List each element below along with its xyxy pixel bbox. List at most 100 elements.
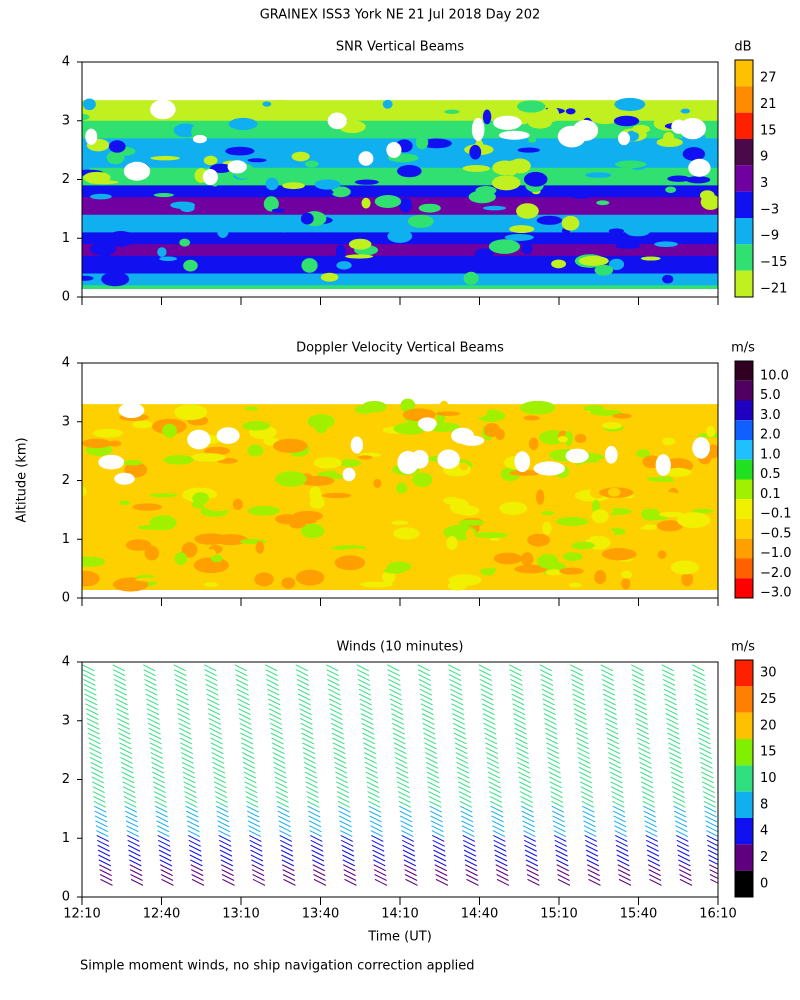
field-blob xyxy=(612,413,632,419)
field-blob xyxy=(562,552,583,561)
wind-barb xyxy=(84,693,97,701)
wind-barb xyxy=(173,664,186,672)
wind-barb xyxy=(117,722,130,730)
wind-barb xyxy=(359,693,372,701)
wind-barb xyxy=(516,757,530,764)
colorbar-unit: m/s xyxy=(731,640,755,655)
wind-barb xyxy=(160,869,173,877)
wind-barb xyxy=(185,810,199,818)
field-blob xyxy=(583,405,605,412)
wind-barb xyxy=(434,864,447,872)
wind-barb xyxy=(675,825,688,833)
panel-title: SNR Vertical Beams xyxy=(336,40,464,55)
wind-barb xyxy=(204,669,217,677)
wind-barb xyxy=(574,722,588,730)
wind-barb xyxy=(182,766,195,774)
wind-barb xyxy=(242,761,256,769)
field-blob xyxy=(691,508,714,514)
wind-barb xyxy=(91,771,104,779)
wind-barb xyxy=(214,786,227,794)
y-tick-label: 1 xyxy=(62,831,70,846)
wind-barb xyxy=(482,713,496,721)
field-blob xyxy=(509,469,541,476)
wind-barb xyxy=(671,776,684,784)
wind-barb xyxy=(702,786,715,794)
field-gap xyxy=(397,450,419,475)
wind-barb xyxy=(173,669,187,677)
field-blob xyxy=(504,234,534,241)
wind-barb xyxy=(453,732,467,740)
field-blob xyxy=(491,175,521,191)
wind-barb xyxy=(693,683,707,691)
wind-barb xyxy=(299,708,312,716)
field-blob xyxy=(591,509,609,524)
field-blob xyxy=(667,175,691,182)
wind-barb xyxy=(298,698,311,706)
wind-barb xyxy=(295,664,308,672)
wind-barb xyxy=(465,874,479,881)
wind-barb xyxy=(124,800,137,808)
field-blob xyxy=(307,414,335,429)
wind-barb xyxy=(178,727,192,735)
wind-barb xyxy=(513,713,526,721)
wind-barb xyxy=(176,693,189,701)
wind-barb xyxy=(300,727,314,735)
wind-barb xyxy=(206,688,219,696)
field-blob xyxy=(699,190,715,201)
wind-barb xyxy=(153,791,167,799)
wind-barb xyxy=(608,757,621,764)
wind-barb xyxy=(615,839,628,847)
wind-barb xyxy=(277,805,290,813)
wind-barb xyxy=(491,820,505,828)
wind-barb xyxy=(405,878,418,886)
field-blob xyxy=(634,504,660,510)
field-gap xyxy=(617,131,631,146)
wind-barb xyxy=(368,810,382,818)
wind-barb xyxy=(552,815,565,823)
y-tick-label: 3 xyxy=(62,414,70,429)
wind-barb xyxy=(327,683,341,691)
wind-barb xyxy=(251,864,264,872)
wind-barb xyxy=(582,815,596,823)
field-blob xyxy=(265,177,279,191)
field-blob xyxy=(122,460,143,466)
wind-barb xyxy=(516,752,529,760)
wind-barb xyxy=(307,800,320,808)
wind-barb xyxy=(298,703,312,711)
field-blob xyxy=(204,446,231,456)
wind-barb xyxy=(328,688,341,696)
wind-barb xyxy=(373,864,386,872)
wind-barb xyxy=(492,830,506,838)
wind-barb xyxy=(522,825,536,833)
wind-barb xyxy=(661,664,674,672)
field-blob xyxy=(107,440,122,447)
wind-barb xyxy=(584,839,598,847)
wind-barb xyxy=(509,669,522,677)
wind-barb xyxy=(89,747,102,755)
wind-barb xyxy=(541,683,554,691)
wind-barb xyxy=(211,747,224,755)
wind-barb xyxy=(452,713,465,721)
field-blob xyxy=(134,577,168,582)
wind-barb xyxy=(580,786,593,794)
wind-barb xyxy=(340,835,353,842)
colorbar-label: −0.1 xyxy=(760,507,792,522)
field-blob xyxy=(516,203,539,219)
wind-barb xyxy=(643,815,657,823)
wind-barb xyxy=(326,669,339,677)
field-gap xyxy=(150,99,176,120)
wind-barb xyxy=(419,683,432,691)
field-blob xyxy=(471,560,501,569)
wind-barb xyxy=(526,864,539,872)
wind-barb xyxy=(148,727,161,735)
wind-barb xyxy=(95,825,109,833)
wind-barb xyxy=(402,849,416,857)
wind-barb xyxy=(672,791,685,799)
wind-barb xyxy=(519,791,533,799)
field-gap xyxy=(327,112,347,130)
wind-barb xyxy=(632,679,645,686)
wind-barb xyxy=(448,669,461,677)
field-gap xyxy=(437,449,460,469)
wind-barb xyxy=(398,796,411,803)
